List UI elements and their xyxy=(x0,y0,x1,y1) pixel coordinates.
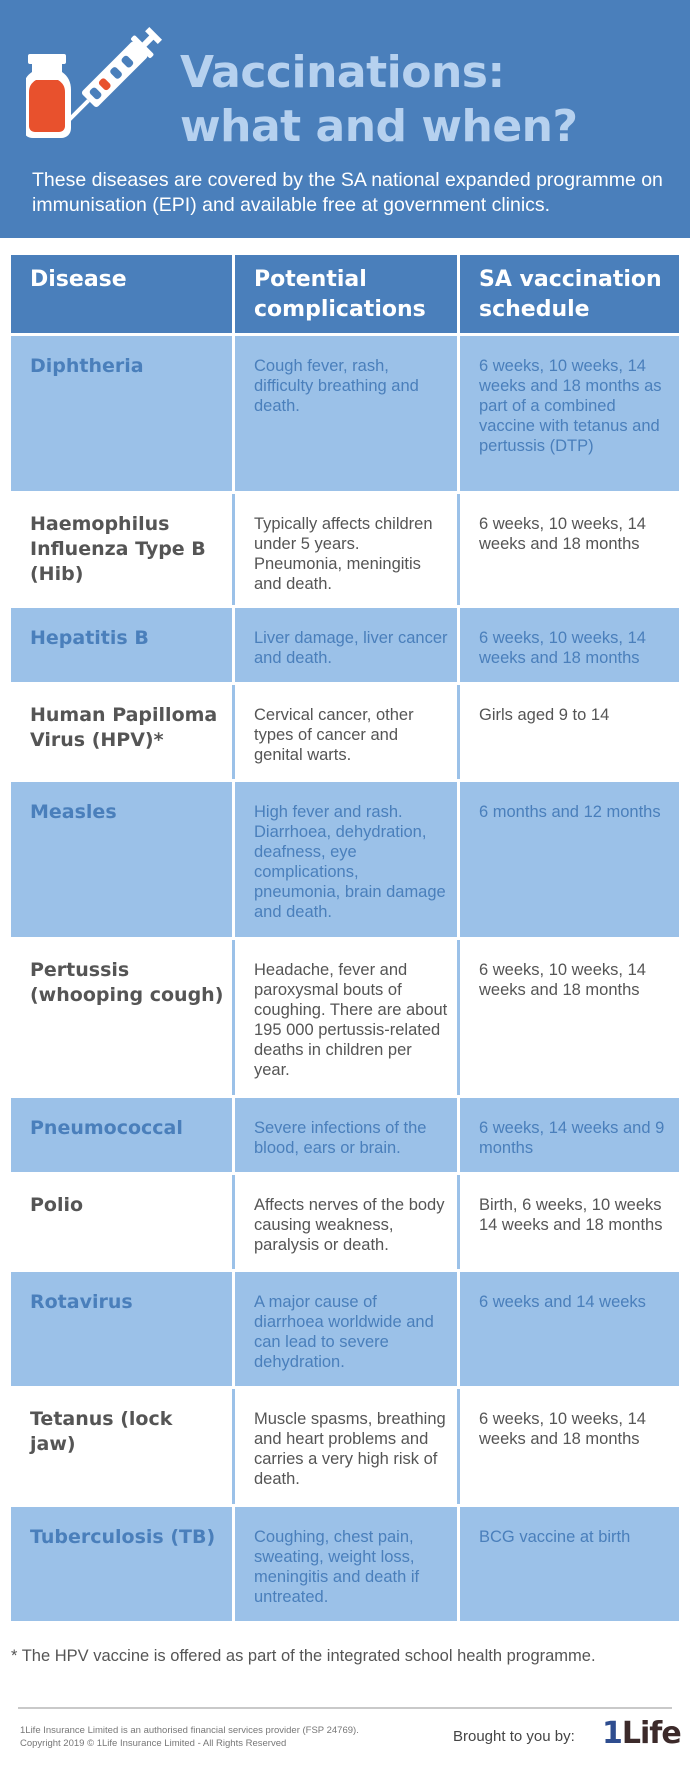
legal-line-2: Copyright 2019 © 1Life Insurance Limited… xyxy=(20,1738,287,1749)
schedule: Birth, 6 weeks, 10 weeks 14 weeks and 18… xyxy=(457,1175,679,1269)
schedule: 6 weeks, 10 weeks, 14 weeks and 18 month… xyxy=(457,1389,679,1504)
table-row: Haemophilus Influenza Type B (Hib) Typic… xyxy=(11,494,679,608)
header-complications: Potential complications xyxy=(232,255,457,333)
schedule: 6 weeks, 10 weeks, 14 weeks and 18 month… xyxy=(457,940,679,1095)
vaccine-bottle-icon xyxy=(26,54,71,138)
table-header-row: Disease Potential complications SA vacci… xyxy=(11,255,679,333)
disease-name: Tetanus (lock jaw) xyxy=(30,1408,173,1455)
table-row: Pneumococcal Severe infections of the bl… xyxy=(11,1098,679,1175)
legal-line-1: 1Life Insurance Limited is an authorised… xyxy=(20,1725,359,1736)
footer-divider xyxy=(18,1707,672,1709)
table-row: Pertussis (whooping cough) Headache, fev… xyxy=(11,940,679,1098)
disease-name: Tuberculosis (TB) xyxy=(30,1526,216,1548)
disease-name: Haemophilus Influenza Type B (Hib) xyxy=(30,513,206,585)
disease-name: Measles xyxy=(30,801,117,823)
legal-text: 1Life Insurance Limited is an authorised… xyxy=(20,1724,440,1750)
disease-name: Rotavirus xyxy=(30,1291,133,1313)
hpv-footnote: * The HPV vaccine is offered as part of … xyxy=(11,1647,596,1665)
header-disease: Disease xyxy=(30,267,127,292)
table-row: Polio Affects nerves of the body causing… xyxy=(11,1175,679,1272)
logo-rest: Life xyxy=(621,1716,682,1751)
schedule: BCG vaccine at birth xyxy=(457,1507,679,1621)
vaccination-table: Disease Potential complications SA vacci… xyxy=(11,255,679,1624)
complications: Cervical cancer, other types of cancer a… xyxy=(232,685,457,779)
title-line-2: what and when? xyxy=(180,101,578,152)
schedule: 6 weeks, 10 weeks, 14 weeks and 18 month… xyxy=(457,608,679,682)
complications: Liver damage, liver cancer and death. xyxy=(232,608,457,682)
complications: Muscle spasms, breathing and heart probl… xyxy=(232,1389,457,1504)
table-row: Hepatitis B Liver damage, liver cancer a… xyxy=(11,608,679,685)
complications: Severe infections of the blood, ears or … xyxy=(232,1098,457,1172)
logo-one: 1 xyxy=(602,1716,623,1751)
schedule: Girls aged 9 to 14 xyxy=(457,685,679,779)
syringe-icon xyxy=(65,26,163,124)
complications: Typically affects children under 5 years… xyxy=(232,494,457,605)
schedule: 6 weeks, 10 weeks, 14 weeks and 18 month… xyxy=(457,336,679,491)
page-title: Vaccinations: what and when? xyxy=(180,46,680,154)
vaccine-illustration xyxy=(26,26,163,138)
header-schedule: SA vaccination schedule xyxy=(457,255,679,333)
complications: High fever and rash. Diarrhoea, dehydrat… xyxy=(232,782,457,937)
schedule: 6 weeks, 14 weeks and 9 months xyxy=(457,1098,679,1172)
schedule: 6 weeks and 14 weeks xyxy=(457,1272,679,1386)
complications: Headache, fever and paroxysmal bouts of … xyxy=(232,940,457,1095)
header-banner: Vaccinations: what and when? These disea… xyxy=(0,0,690,238)
disease-name: Polio xyxy=(30,1194,84,1216)
complications: Affects nerves of the body causing weakn… xyxy=(232,1175,457,1269)
brought-to-you-by: Brought to you by: xyxy=(453,1728,575,1745)
disease-name: Human Papilloma Virus (HPV)* xyxy=(30,704,218,751)
1life-logo: 1Life xyxy=(602,1716,682,1751)
schedule: 6 months and 12 months xyxy=(457,782,679,937)
table-row: Human Papilloma Virus (HPV)* Cervical ca… xyxy=(11,685,679,782)
title-line-1: Vaccinations: xyxy=(180,47,505,98)
table-row: Rotavirus A major cause of diarrhoea wor… xyxy=(11,1272,679,1389)
table-row: Diphtheria Cough fever, rash, difficulty… xyxy=(11,336,679,494)
table-row: Measles High fever and rash. Diarrhoea, … xyxy=(11,782,679,940)
complications: Coughing, chest pain, sweating, weight l… xyxy=(232,1507,457,1621)
disease-name: Hepatitis B xyxy=(30,627,149,649)
intro-text: These diseases are covered by the SA nat… xyxy=(32,169,663,216)
disease-name: Pneumococcal xyxy=(30,1117,183,1139)
disease-name: Diphtheria xyxy=(30,355,144,377)
disease-name: Pertussis (whooping cough) xyxy=(30,959,224,1006)
table-row: Tetanus (lock jaw) Muscle spasms, breath… xyxy=(11,1389,679,1507)
complications: Cough fever, rash, difficulty breathing … xyxy=(232,336,457,491)
complications: A major cause of diarrhoea worldwide and… xyxy=(232,1272,457,1386)
schedule: 6 weeks, 10 weeks, 14 weeks and 18 month… xyxy=(457,494,679,605)
table-row: Tuberculosis (TB) Coughing, chest pain, … xyxy=(11,1507,679,1624)
